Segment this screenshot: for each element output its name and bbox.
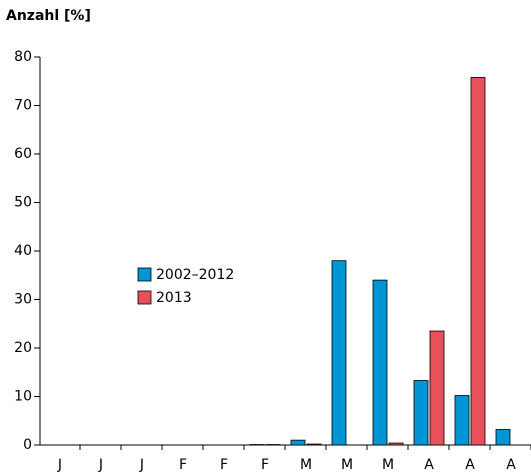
bar (331, 260, 347, 446)
legend-label: 2002–2012 (156, 267, 234, 283)
x-tick-label: J (139, 457, 144, 473)
bar (290, 439, 306, 446)
x-tick-label: M (300, 457, 312, 473)
x-tick-label: M (341, 457, 353, 473)
legend-label: 2013 (156, 290, 192, 306)
x-tick-label: F (179, 457, 187, 473)
y-tick-label: 20 (14, 340, 32, 356)
x-tick-label: M (382, 457, 394, 473)
bar (454, 395, 470, 446)
bar (495, 429, 511, 446)
bar (388, 442, 404, 446)
x-tick-label: J (98, 457, 103, 473)
y-tick-label: 60 (14, 146, 32, 162)
x-tick-label: A (506, 457, 516, 473)
y-tick-label: 70 (14, 98, 32, 114)
axis-label: Anzahl [%] (6, 8, 91, 24)
y-tick-label: 40 (14, 243, 32, 259)
x-tick-label: A (465, 457, 475, 473)
bar (306, 443, 322, 446)
y-tick-label: 30 (14, 292, 32, 308)
bar (413, 380, 429, 446)
x-tick-label: A (424, 457, 434, 473)
bar (372, 279, 388, 446)
legend-swatch (137, 290, 152, 305)
bar (470, 76, 486, 446)
y-tick-label: 0 (23, 437, 32, 453)
bar (429, 330, 445, 446)
y-tick-label: 50 (14, 195, 32, 211)
legend-swatch (137, 267, 152, 282)
x-tick-label: F (261, 457, 269, 473)
y-tick-label: 80 (14, 49, 32, 65)
x-tick-label: J (57, 457, 62, 473)
x-tick-label: F (220, 457, 228, 473)
y-tick-label: 10 (14, 389, 32, 405)
